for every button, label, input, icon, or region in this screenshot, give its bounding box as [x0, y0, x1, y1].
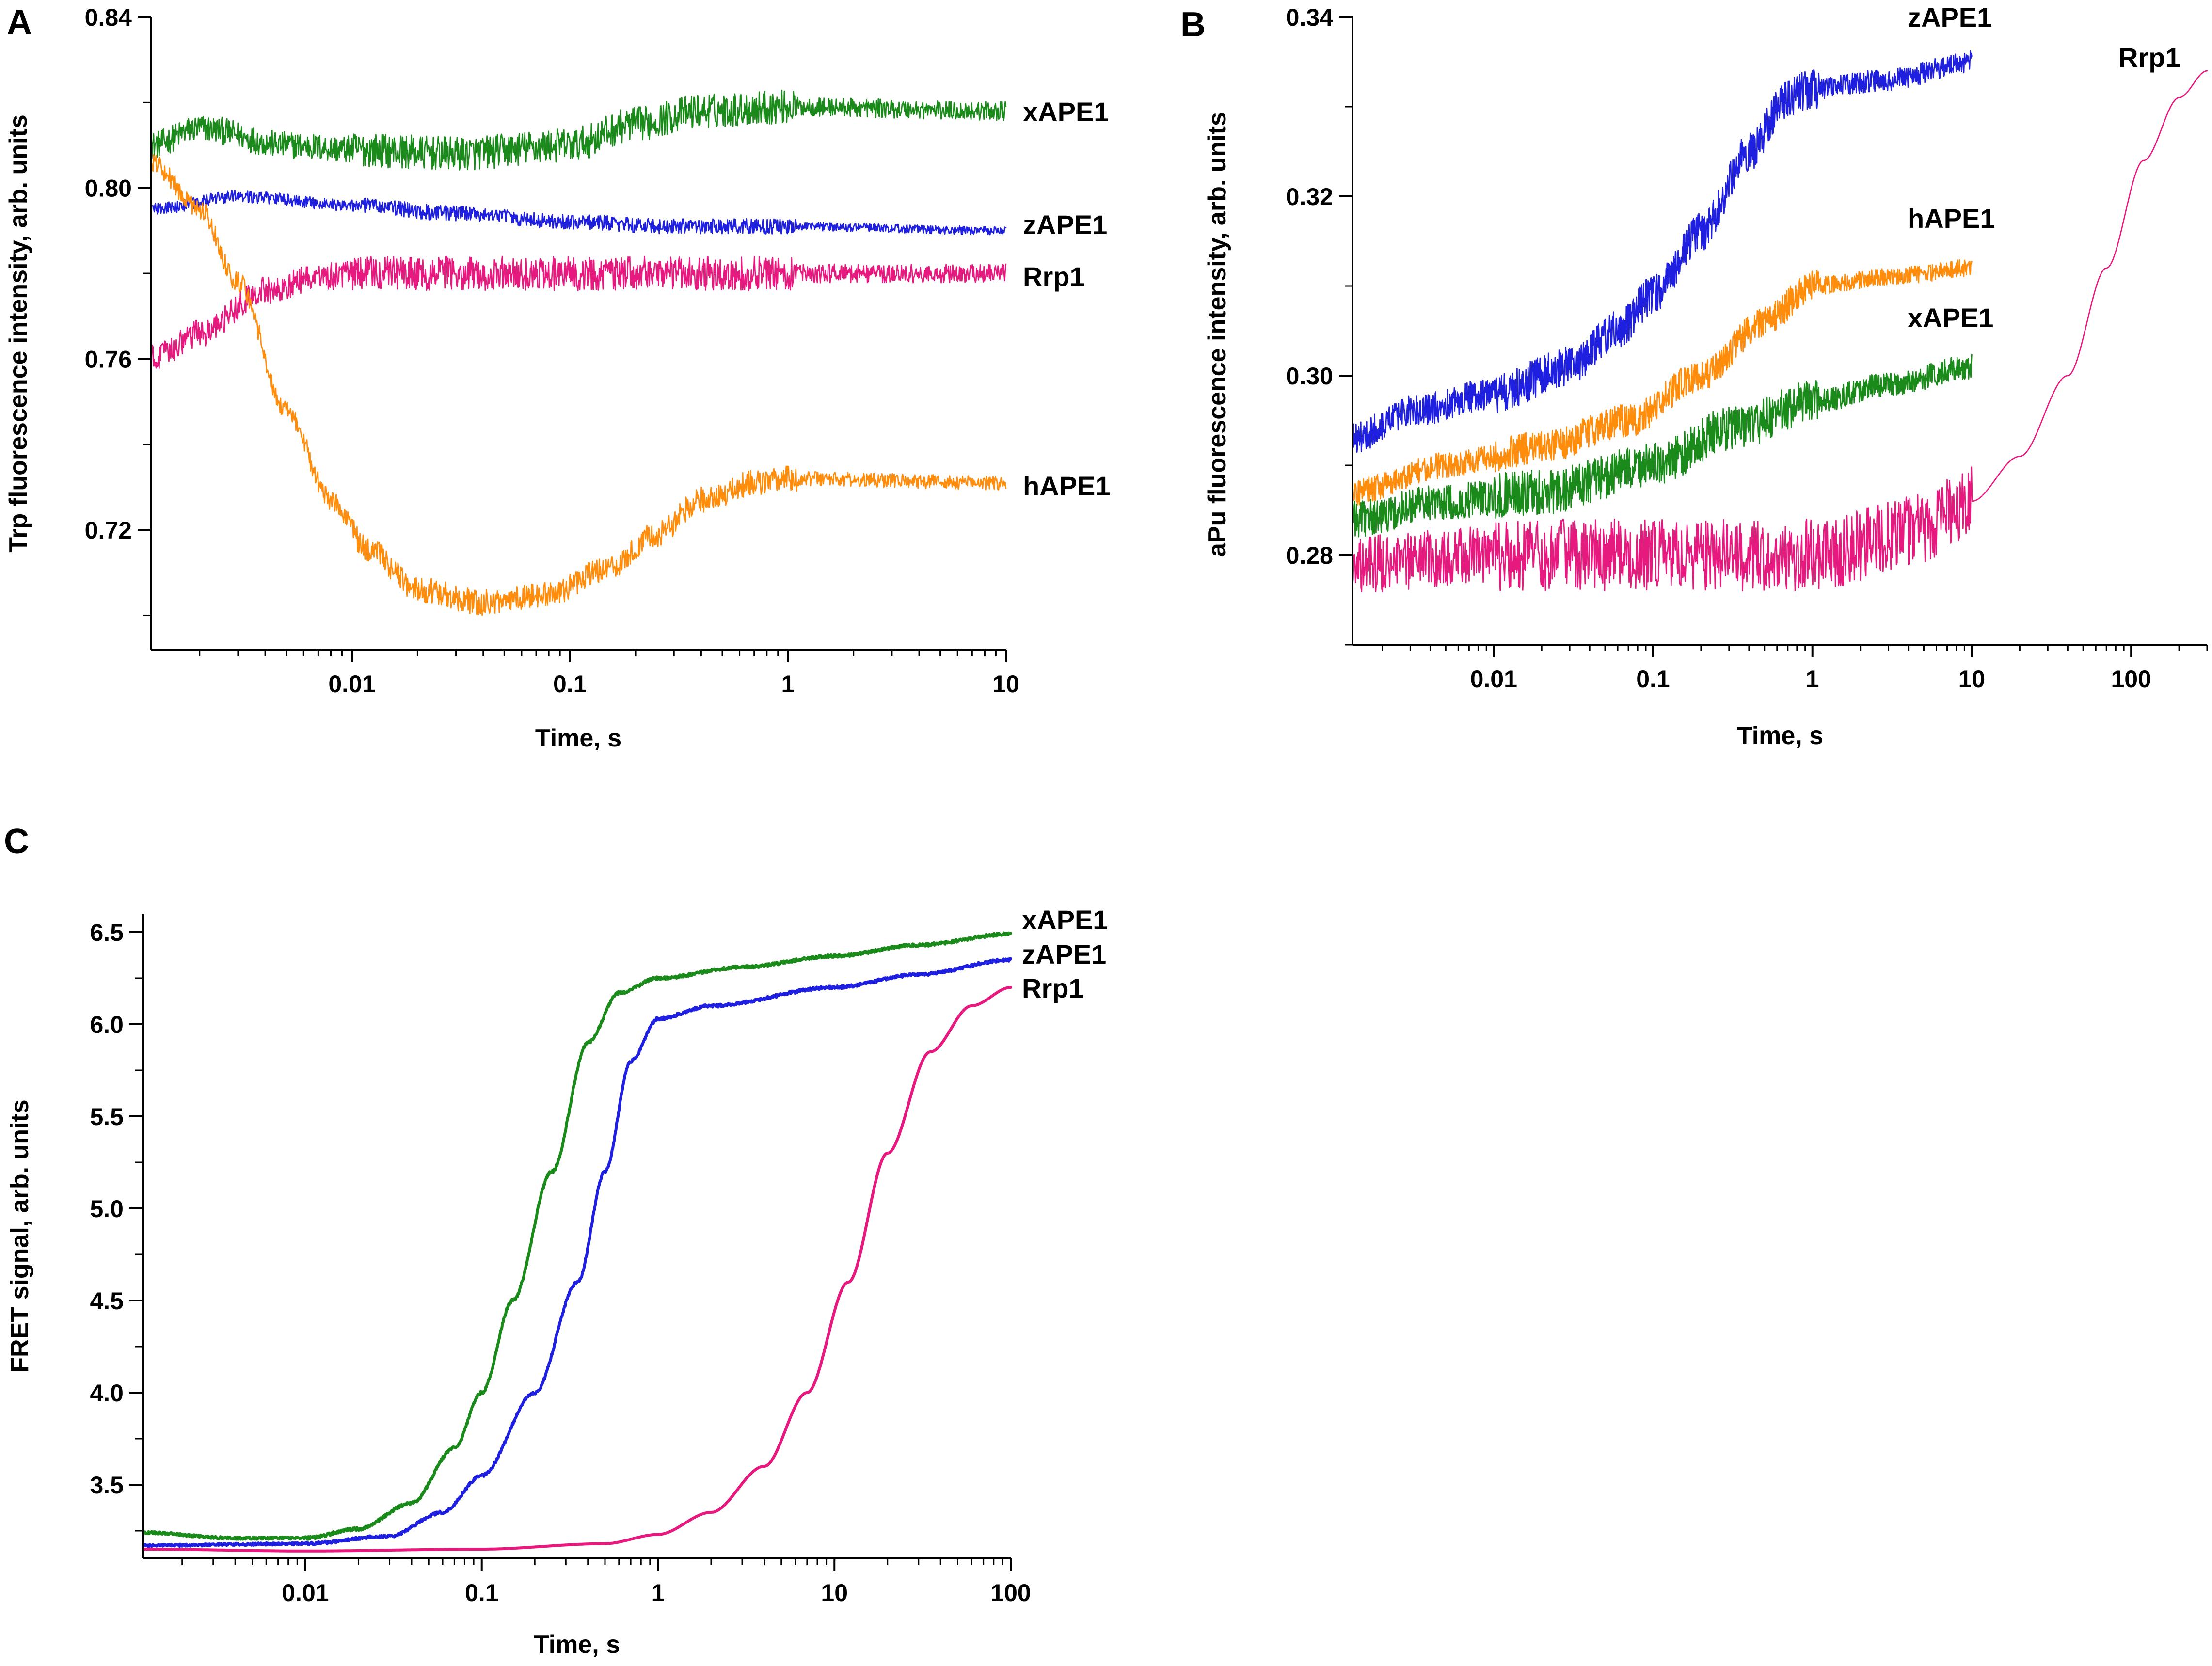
- x-tick-label: 10: [992, 670, 1019, 698]
- y-tick-label: 0.32: [1286, 183, 1333, 210]
- x-tick-label: 0.01: [282, 1579, 329, 1606]
- x-axis-title: Time, s: [534, 1631, 620, 1659]
- series-label-xape1: xAPE1: [1022, 904, 1108, 935]
- series-line-zape1: [1352, 50, 1973, 453]
- series-line-xape1: [142, 931, 1012, 1541]
- y-tick-label: 5.0: [90, 1195, 124, 1222]
- x-tick-label: 0.01: [328, 670, 375, 698]
- x-tick-label: 1: [781, 670, 795, 698]
- series-label-xape1: xAPE1: [1908, 302, 1993, 333]
- panel-letter: A: [7, 3, 32, 42]
- x-tick-label: 10: [1958, 666, 1986, 693]
- series-line-xape1: [1352, 353, 1973, 538]
- x-tick-label: 1: [652, 1579, 665, 1606]
- series-line-xape1: [150, 89, 1007, 171]
- series-group: [1352, 50, 2208, 592]
- series-line-zape1: [150, 190, 1007, 236]
- y-tick-label: 0.28: [1286, 542, 1333, 569]
- y-axis-title: aPu fluorescence intensity, arb. units: [1203, 112, 1231, 557]
- series-label-rrp1: Rrp1: [1023, 261, 1085, 292]
- series-line-hape1: [150, 154, 1007, 616]
- series-line-rrp1: [150, 255, 1007, 372]
- series-label-rrp1: Rrp1: [1022, 973, 1084, 1003]
- x-axis-title: Time, s: [1737, 722, 1823, 750]
- panel-b: 0.01 0.1 1 10 100 0.28 0.30 0.32 0.34 Time, s aPu …: [1180, 2, 2208, 750]
- series-label-hape1: hAPE1: [1023, 471, 1111, 501]
- series-line-hape1: [1352, 259, 1973, 506]
- y-tick-label: 6.0: [90, 1011, 124, 1038]
- y-tick-label: 6.5: [90, 919, 124, 946]
- series-line-rrp1: [1352, 70, 2208, 592]
- y-tick-label: 0.80: [85, 175, 132, 202]
- y-tick-label: 0.30: [1286, 363, 1333, 390]
- series-group: [142, 931, 1012, 1553]
- x-axis-title: Time, s: [535, 724, 621, 752]
- y-tick-label: 3.5: [90, 1472, 124, 1499]
- series-label-zape1: zAPE1: [1023, 209, 1107, 240]
- y-tick-label: 0.84: [85, 4, 132, 31]
- y-tick-label: 0.76: [85, 346, 132, 373]
- x-tick-label: 10: [821, 1579, 848, 1606]
- y-axis-title: FRET signal, arb. units: [6, 1099, 34, 1372]
- x-tick-label: 1: [1806, 666, 1819, 693]
- y-tick-label: 4.0: [90, 1380, 124, 1407]
- y-tick-label: 0.72: [85, 517, 132, 544]
- x-tick-label: 100: [990, 1579, 1031, 1606]
- x-tick-label: 0.1: [1636, 666, 1670, 693]
- panel-letter: C: [4, 822, 29, 861]
- y-axis-title: Trp fluorescence intensity, arb. units: [4, 114, 32, 552]
- panel-a: 0.01 0.1 1 10 0.72 0.76 0.80 0.84 Time, s Trp flu…: [4, 3, 1111, 752]
- series-group: [150, 89, 1007, 616]
- x-tick-label: 100: [2111, 666, 2151, 693]
- series-line-zape1: [142, 957, 1012, 1548]
- panel-letter: B: [1180, 5, 1206, 44]
- series-label-rrp1: Rrp1: [2118, 42, 2180, 73]
- x-tick-label: 0.1: [465, 1579, 499, 1606]
- y-tick-label: 5.5: [90, 1103, 124, 1130]
- series-label-zape1: zAPE1: [1022, 939, 1106, 969]
- y-tick-label: 0.34: [1286, 4, 1334, 31]
- series-label-hape1: hAPE1: [1908, 203, 1995, 234]
- series-label-xape1: xAPE1: [1023, 96, 1109, 127]
- panel-c: 0.01 0.1 1 10 100 3.5 4.0 4.5 5.0 5.5 6.0 6.5 Time, …: [4, 822, 1108, 1659]
- x-tick-label: 0.01: [1470, 666, 1517, 693]
- series-line-rrp1: [142, 986, 1012, 1553]
- y-tick-label: 4.5: [90, 1287, 124, 1315]
- x-tick-label: 0.1: [553, 670, 587, 698]
- series-label-zape1: zAPE1: [1908, 2, 1992, 32]
